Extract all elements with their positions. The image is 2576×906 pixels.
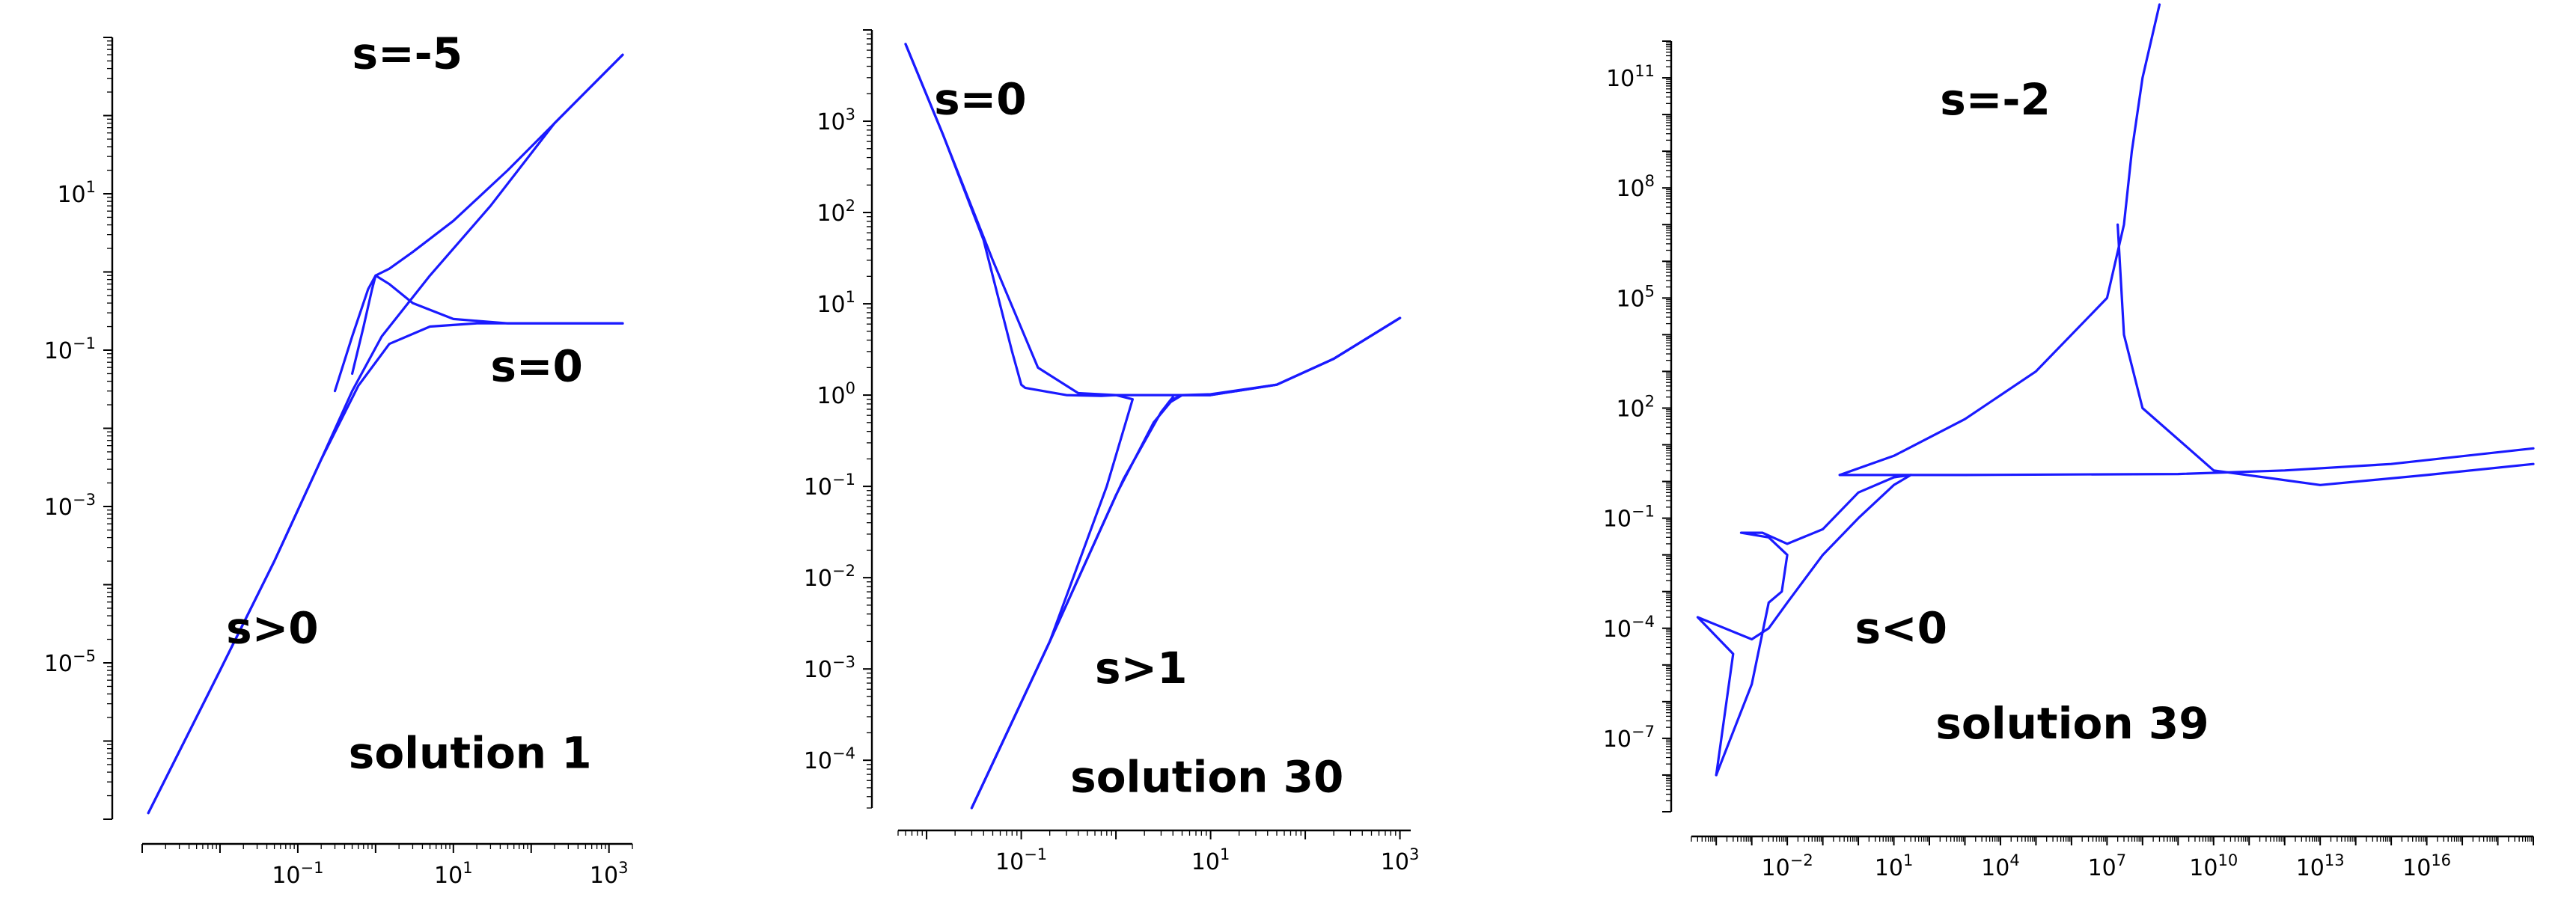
- series-line-3: [970, 316, 1402, 809]
- annotation-label: s>0: [226, 602, 318, 653]
- chart-panel-solution-30: 10−1 101 103 103 102 101 100 10−1 10−2 10−3 10−4 s=…: [804, 29, 1420, 875]
- x-tick-label: 101: [1875, 851, 1914, 881]
- y-tick-label: 10−1: [1603, 503, 1655, 533]
- x-tick-label: 1013: [2296, 851, 2345, 881]
- annotation-label: solution 30: [1070, 752, 1343, 803]
- annotation-label: s<0: [1855, 602, 1947, 653]
- y-tick-label: 10−3: [804, 653, 855, 683]
- y-tick-label: 10−1: [44, 334, 96, 364]
- annotation-label: s=0: [934, 73, 1026, 124]
- annotation-label: solution 1: [349, 728, 592, 779]
- x-tick-label: 1010: [2189, 851, 2238, 881]
- annotation-label: s=-5: [352, 28, 463, 79]
- x-tick-label: 104: [1981, 851, 2020, 881]
- series-line-4: [351, 53, 624, 376]
- x-tick-label: 103: [590, 859, 629, 889]
- x-tick-label: 101: [1191, 845, 1230, 875]
- annotation-label: solution 39: [1935, 698, 2209, 749]
- y-tick-label: 100: [817, 379, 855, 409]
- chart-panel-solution-39: 10−2 101 104 107 1010 1013 1016 1011 108 105 102 10…: [1603, 3, 2535, 881]
- y-tick-label: 101: [57, 178, 96, 208]
- y-tick-label: 10−5: [44, 647, 96, 677]
- series-line-2: [1838, 447, 2535, 477]
- y-tick-label: 101: [817, 288, 855, 318]
- y-tick-label: 102: [817, 197, 855, 227]
- series-line-5: [1696, 474, 1912, 777]
- x-tick-label: 1016: [2402, 851, 2451, 881]
- y-tick-label: 10−4: [804, 744, 855, 774]
- y-tick-label: 10−7: [1603, 723, 1655, 753]
- series-line-2: [904, 43, 1134, 809]
- series-line-4: [970, 316, 1402, 809]
- y-tick-label: 10−1: [804, 471, 855, 501]
- series-line-1: [1838, 3, 2161, 477]
- annotation-label: s=0: [490, 341, 582, 392]
- x-tick-label: 10−2: [1762, 851, 1813, 881]
- x-tick-label: 103: [1381, 845, 1420, 875]
- y-tick-label: 10−2: [804, 562, 855, 592]
- y-tick-label: 103: [817, 105, 855, 135]
- x-tick-label: 10−1: [272, 859, 323, 889]
- y-tick-label: 10−3: [44, 491, 96, 521]
- y-tick-label: 1011: [1606, 62, 1655, 92]
- x-tick-label: 10−1: [995, 845, 1047, 875]
- chart-panel-solution-1: 10−1 101 103 101 10−1 10−3 10−5 s=-5 s=0 s>0 solut…: [44, 28, 633, 889]
- y-tick-label: 102: [1616, 392, 1655, 422]
- series-line-3: [2116, 223, 2535, 486]
- series-line-3: [333, 274, 624, 393]
- y-tick-label: 10−4: [1603, 613, 1655, 643]
- x-tick-label: 107: [2088, 851, 2127, 881]
- x-tick-label: 101: [434, 859, 473, 889]
- y-tick-label: 105: [1616, 282, 1655, 312]
- series-line-4: [1715, 474, 1912, 777]
- annotation-label: s=-2: [1940, 74, 2051, 125]
- y-tick-label: 108: [1616, 172, 1655, 202]
- annotation-label: s>1: [1095, 643, 1187, 694]
- series-line-2: [147, 53, 624, 815]
